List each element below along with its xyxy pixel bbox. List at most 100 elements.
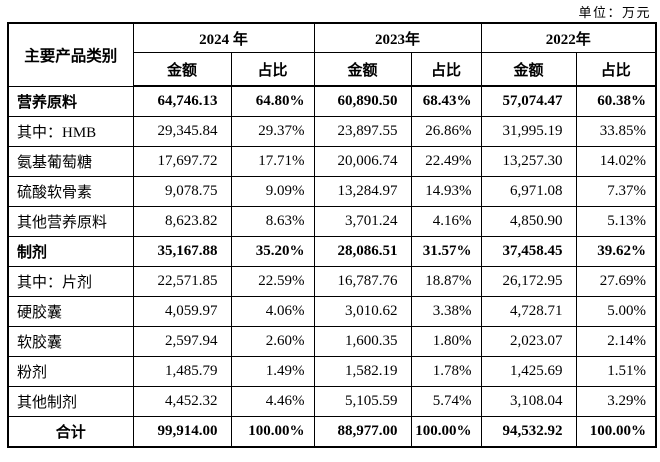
ratio-cell: 3.38% — [410, 296, 482, 327]
year-header-2022: 2022年 — [480, 22, 657, 53]
amount-cell: 13,257.30 — [480, 146, 577, 177]
ratio-cell: 17.71% — [230, 146, 315, 177]
amount-cell: 5,105.59 — [313, 386, 412, 417]
amount-cell: 3,701.24 — [313, 206, 412, 237]
ratio-cell: 18.87% — [410, 266, 482, 297]
amount-cell: 1,485.79 — [132, 356, 232, 387]
ratio-cell: 22.59% — [230, 266, 315, 297]
ratio-cell: 1.78% — [410, 356, 482, 387]
unit-label: 单位：万元 — [578, 5, 651, 20]
row-label: 硬胶囊 — [7, 296, 134, 327]
ratio-cell: 64.80% — [230, 85, 315, 117]
amount-cell: 13,284.97 — [313, 176, 412, 207]
amount-cell: 26,172.95 — [480, 266, 577, 297]
table-row-preparations: 制剂 35,167.88 35.20% 28,086.51 31.57% 37,… — [7, 236, 657, 267]
row-label: 粉剂 — [7, 356, 134, 387]
amount-cell: 2,023.07 — [480, 326, 577, 357]
row-label: 其他营养原料 — [7, 206, 134, 237]
amount-cell: 37,458.45 — [480, 236, 577, 267]
table-body: 营养原料 64,746.13 64.80% 60,890.50 68.43% 5… — [7, 85, 657, 448]
sub-header-row: 金额 占比 金额 占比 金额 占比 — [8, 52, 657, 87]
ratio-cell: 14.93% — [410, 176, 482, 207]
amount-cell: 4,452.32 — [132, 386, 232, 417]
amount-cell: 57,074.47 — [480, 85, 577, 117]
ratio-cell: 60.38% — [575, 85, 657, 117]
amount-cell: 1,425.69 — [480, 356, 577, 387]
ratio-cell: 100.00% — [575, 416, 657, 448]
corner-header: 主要产品类别 — [7, 22, 134, 87]
amount-cell: 64,746.13 — [132, 85, 232, 117]
table-row-glucosamine: 氨基葡萄糖 17,697.72 17.71% 20,006.74 22.49% … — [7, 146, 657, 177]
amount-cell: 20,006.74 — [313, 146, 412, 177]
row-label: 其他制剂 — [7, 386, 134, 417]
ratio-cell: 27.69% — [575, 266, 657, 297]
ratio-cell: 4.16% — [410, 206, 482, 237]
row-label: 其中：片剂 — [7, 266, 134, 297]
amount-cell: 3,108.04 — [480, 386, 577, 417]
table-row-chondroitin: 硫酸软骨素 9,078.75 9.09% 13,284.97 14.93% 6,… — [7, 176, 657, 207]
ratio-cell: 35.20% — [230, 236, 315, 267]
amount-cell: 4,850.90 — [480, 206, 577, 237]
year-header-row: 主要产品类别 2024 年 2023年 2022年 — [7, 22, 657, 87]
year-header-2023: 2023年 — [313, 22, 482, 53]
amount-cell: 60,890.50 — [313, 85, 412, 117]
amount-cell: 3,010.62 — [313, 296, 412, 327]
ratio-cell: 5.13% — [575, 206, 657, 237]
ratio-cell: 2.14% — [575, 326, 657, 357]
amount-cell: 22,571.85 — [132, 266, 232, 297]
ratio-cell: 22.49% — [410, 146, 482, 177]
table-row-nutrition-materials: 营养原料 64,746.13 64.80% 60,890.50 68.43% 5… — [7, 85, 657, 117]
amount-cell: 88,977.00 — [313, 416, 412, 448]
ratio-cell: 4.06% — [230, 296, 315, 327]
table-row-other-preparations: 其他制剂 4,452.32 4.46% 5,105.59 5.74% 3,108… — [7, 386, 657, 417]
sub-header-ratio: 占比 — [410, 52, 482, 87]
amount-cell: 35,167.88 — [132, 236, 232, 267]
row-label: 硫酸软骨素 — [7, 176, 134, 207]
amount-cell: 1,582.19 — [313, 356, 412, 387]
amount-cell: 23,897.55 — [313, 116, 412, 147]
row-label: 氨基葡萄糖 — [7, 146, 134, 177]
sub-header-ratio: 占比 — [575, 52, 657, 87]
amount-cell: 94,532.92 — [480, 416, 577, 448]
row-label: 营养原料 — [7, 85, 134, 117]
ratio-cell: 1.49% — [230, 356, 315, 387]
product-category-table: 主要产品类别 2024 年 2023年 2022年 金额 占比 金额 占比 金额… — [7, 22, 658, 448]
row-label: 合计 — [7, 416, 134, 448]
amount-cell: 29,345.84 — [132, 116, 232, 147]
table-row-total: 合计 99,914.00 100.00% 88,977.00 100.00% 9… — [7, 416, 657, 448]
amount-cell: 28,086.51 — [313, 236, 412, 267]
ratio-cell: 2.60% — [230, 326, 315, 357]
ratio-cell: 100.00% — [410, 416, 482, 448]
amount-cell: 9,078.75 — [132, 176, 232, 207]
ratio-cell: 26.86% — [410, 116, 482, 147]
table-row-soft-capsules: 软胶囊 2,597.94 2.60% 1,600.35 1.80% 2,023.… — [7, 326, 657, 357]
ratio-cell: 39.62% — [575, 236, 657, 267]
ratio-cell: 4.46% — [230, 386, 315, 417]
ratio-cell: 31.57% — [410, 236, 482, 267]
ratio-cell: 5.00% — [575, 296, 657, 327]
amount-cell: 2,597.94 — [132, 326, 232, 357]
amount-cell: 99,914.00 — [132, 416, 232, 448]
table-row-tablets: 其中：片剂 22,571.85 22.59% 16,787.76 18.87% … — [7, 266, 657, 297]
amount-cell: 4,059.97 — [132, 296, 232, 327]
ratio-cell: 1.51% — [575, 356, 657, 387]
table-header: 主要产品类别 2024 年 2023年 2022年 金额 占比 金额 占比 金额… — [7, 22, 657, 87]
table-row-powder: 粉剂 1,485.79 1.49% 1,582.19 1.78% 1,425.6… — [7, 356, 657, 387]
row-label: 制剂 — [7, 236, 134, 267]
ratio-cell: 29.37% — [230, 116, 315, 147]
ratio-cell: 5.74% — [410, 386, 482, 417]
table-row-other-nutrition: 其他营养原料 8,623.82 8.63% 3,701.24 4.16% 4,8… — [7, 206, 657, 237]
ratio-cell: 7.37% — [575, 176, 657, 207]
amount-cell: 4,728.71 — [480, 296, 577, 327]
ratio-cell: 68.43% — [410, 85, 482, 117]
ratio-cell: 8.63% — [230, 206, 315, 237]
table-row-hmb: 其中：HMB 29,345.84 29.37% 23,897.55 26.86%… — [7, 116, 657, 147]
table-row-hard-capsules: 硬胶囊 4,059.97 4.06% 3,010.62 3.38% 4,728.… — [7, 296, 657, 327]
sub-header-amount: 金额 — [313, 52, 412, 87]
sub-header-amount: 金额 — [132, 52, 232, 87]
ratio-cell: 100.00% — [230, 416, 315, 448]
amount-cell: 1,600.35 — [313, 326, 412, 357]
amount-cell: 31,995.19 — [480, 116, 577, 147]
sub-header-ratio: 占比 — [230, 52, 315, 87]
